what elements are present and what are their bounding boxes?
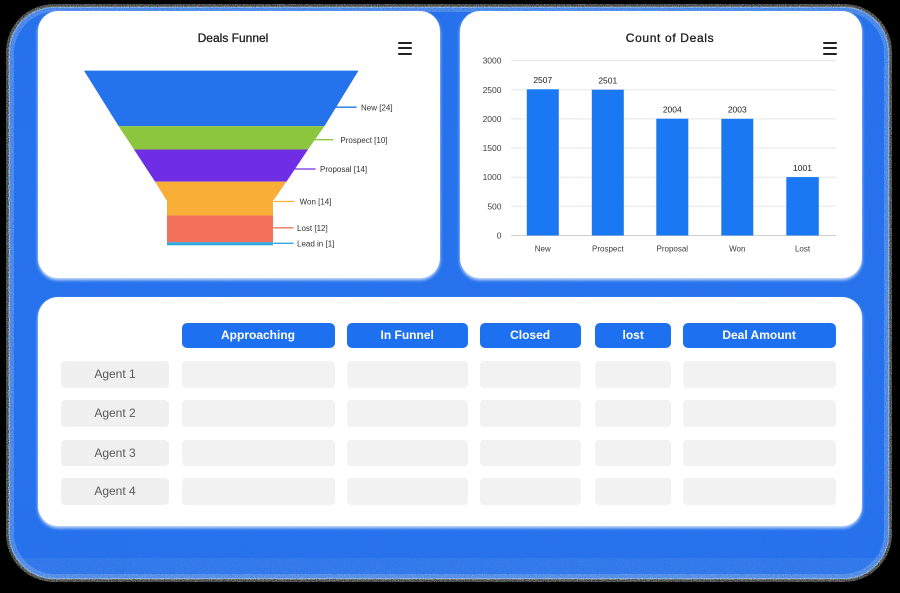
svg-text:1000: 1000 <box>483 172 502 182</box>
svg-text:Won: Won <box>729 245 745 254</box>
svg-text:2500: 2500 <box>483 85 502 95</box>
svg-text:Proposal [14]: Proposal [14] <box>320 165 367 174</box>
svg-text:3000: 3000 <box>483 56 502 66</box>
svg-text:Won [14]: Won [14] <box>300 198 332 207</box>
svg-text:2000: 2000 <box>483 114 502 124</box>
svg-text:Prospect: Prospect <box>592 245 624 254</box>
svg-text:500: 500 <box>487 201 501 211</box>
svg-text:2507: 2507 <box>533 75 552 85</box>
svg-text:2003: 2003 <box>728 105 747 115</box>
svg-text:Proposal: Proposal <box>657 245 689 254</box>
svg-text:2501: 2501 <box>598 75 617 85</box>
svg-text:0: 0 <box>497 231 502 241</box>
svg-text:Prospect [10]: Prospect [10] <box>340 136 387 145</box>
svg-text:Lost: Lost <box>795 245 811 254</box>
svg-text:1500: 1500 <box>483 143 502 153</box>
svg-text:New [24]: New [24] <box>361 103 393 112</box>
svg-text:Lost [12]: Lost [12] <box>297 224 328 233</box>
svg-text:New: New <box>535 245 551 254</box>
svg-text:2004: 2004 <box>663 104 682 114</box>
svg-text:1001: 1001 <box>793 163 812 173</box>
svg-text:Lead in [1]: Lead in [1] <box>297 240 334 249</box>
